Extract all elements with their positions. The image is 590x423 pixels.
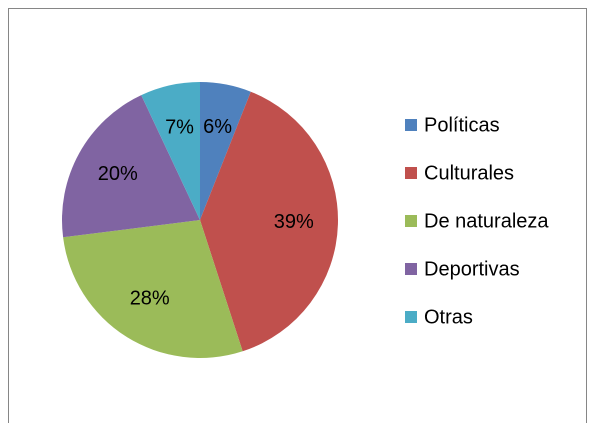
- data-label: 6%: [203, 116, 232, 138]
- pie-slice: [200, 82, 251, 220]
- legend-label: Otras: [424, 306, 473, 328]
- pie-slice: [141, 82, 200, 220]
- legend-label: Culturales: [424, 162, 514, 184]
- legend-swatch: [405, 215, 417, 227]
- legend-label: Políticas: [424, 114, 500, 136]
- data-label: 7%: [165, 117, 194, 139]
- legend-swatch: [405, 311, 417, 323]
- data-label: 39%: [274, 211, 314, 233]
- pie-slice: [200, 91, 339, 352]
- pie-slice: [62, 95, 201, 238]
- legend-swatch: [405, 263, 417, 275]
- legend-swatch: [405, 167, 417, 179]
- legend-swatch: [405, 119, 417, 131]
- pie-slice: [63, 220, 243, 358]
- legend-label: Deportivas: [424, 258, 520, 280]
- legend-label: De naturaleza: [424, 210, 549, 232]
- data-label: 28%: [130, 288, 170, 310]
- data-label: 20%: [98, 163, 138, 185]
